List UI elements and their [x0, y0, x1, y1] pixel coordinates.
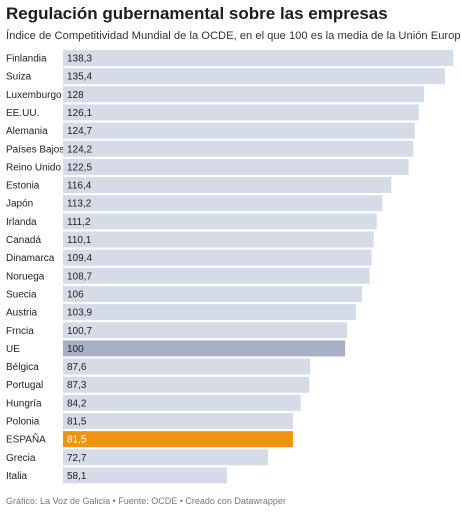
- category-label: Frncia: [6, 326, 34, 337]
- category-label: Grecia: [6, 453, 36, 464]
- category-label: Hungría: [6, 398, 42, 409]
- bar-value-label: 87,3: [67, 380, 87, 391]
- category-label: UE: [6, 344, 20, 355]
- bar: [63, 50, 454, 66]
- bar-value-label: 72,7: [67, 453, 87, 464]
- bar: [63, 122, 415, 139]
- chart-footer: Gráfico: La Voz de Galicia • Fuente: OCD…: [6, 496, 286, 506]
- chart-title: Regulación gubernamental sobre las empre…: [6, 4, 388, 23]
- bar: [63, 86, 425, 103]
- bar-value-label: 108,7: [67, 271, 92, 282]
- category-label: ESPAÑA: [6, 433, 46, 446]
- bar-value-label: 113,2: [67, 199, 92, 210]
- category-label: Luxemburgo: [6, 90, 62, 101]
- bar-value-label: 100: [67, 344, 84, 355]
- bar: [63, 449, 269, 466]
- bar: [63, 213, 377, 230]
- bar: [63, 376, 310, 393]
- bar: [63, 68, 445, 85]
- bar-value-label: 128: [67, 90, 84, 101]
- category-label: Bélgica: [6, 362, 39, 373]
- bar-value-label: 81,5: [67, 417, 87, 428]
- bar: [63, 140, 414, 157]
- bar: [63, 104, 419, 121]
- bar: [63, 285, 363, 302]
- category-label: Japón: [6, 199, 33, 210]
- bar-value-label: 116,4: [67, 181, 92, 192]
- bar-value-label: 111,2: [67, 217, 91, 228]
- bar-chart: Finlandia 138,3 Suiza 135,4 Luxemburgo 128 EE.…: [6, 50, 454, 484]
- category-label: Estonia: [6, 181, 40, 192]
- bar: [63, 322, 348, 339]
- bar: [63, 431, 293, 448]
- bar: [63, 413, 293, 429]
- bar-value-label: 110,1: [67, 235, 92, 246]
- category-label: EE.UU.: [6, 108, 39, 119]
- bar-value-label: 138,3: [67, 54, 92, 65]
- bar: [63, 177, 392, 194]
- bar: [63, 267, 370, 284]
- category-label: Dinamarca: [6, 253, 55, 264]
- bar-value-label: 122,5: [67, 162, 92, 173]
- category-label: Austria: [6, 308, 38, 319]
- category-label: Noruega: [6, 271, 45, 282]
- bar-value-label: 124,2: [67, 144, 92, 155]
- bar-value-label: 135,4: [67, 72, 92, 83]
- bar-value-label: 109,4: [67, 253, 92, 264]
- category-label: Irlanda: [6, 217, 37, 228]
- category-label: Alemania: [6, 126, 48, 137]
- bar: [63, 231, 374, 248]
- bar-value-label: 126,1: [67, 108, 92, 119]
- bar: [63, 304, 357, 321]
- category-label: Países Bajos: [6, 144, 64, 155]
- bar-value-label: 124,7: [67, 126, 92, 137]
- category-label: Reino Unido: [6, 162, 61, 173]
- bar-value-label: 100,7: [67, 326, 92, 337]
- bar-value-label: 87,6: [67, 362, 87, 373]
- bar-value-label: 58,1: [67, 471, 87, 482]
- bar: [63, 467, 227, 484]
- bar: [63, 394, 301, 411]
- category-label: Italia: [6, 471, 28, 482]
- bar-value-label: 81,5: [67, 435, 87, 446]
- category-label: Portugal: [6, 380, 43, 391]
- category-label: Canadá: [6, 235, 41, 246]
- category-label: Polonia: [6, 417, 40, 428]
- category-label: Suiza: [6, 72, 31, 83]
- bar-value-label: 106: [67, 289, 84, 300]
- category-label: Suecia: [6, 289, 37, 300]
- bar-value-label: 84,2: [67, 398, 87, 409]
- bar: [63, 358, 311, 375]
- chart-subtitle: Índice de Competitividad Mundial de la O…: [6, 30, 461, 42]
- bar: [63, 249, 372, 266]
- bar: [63, 340, 346, 357]
- bar: [63, 195, 383, 212]
- bar-value-label: 103,9: [67, 308, 92, 319]
- category-label: Finlandia: [6, 54, 47, 65]
- bar: [63, 158, 409, 175]
